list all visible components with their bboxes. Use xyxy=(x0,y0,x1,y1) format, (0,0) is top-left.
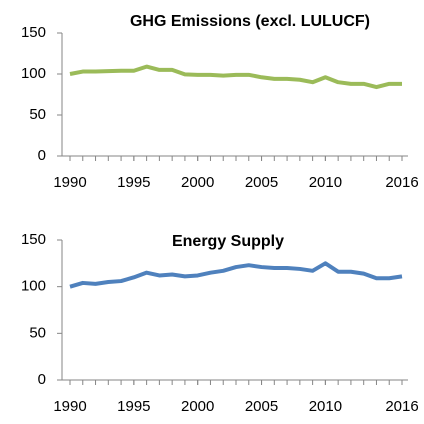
x-tick-label: 2000 xyxy=(181,398,214,415)
y-tick-label: 0 xyxy=(38,371,46,388)
y-tick-label: 50 xyxy=(29,106,46,123)
y-tick-label: 100 xyxy=(21,65,46,82)
x-tick-label: 2005 xyxy=(245,174,278,191)
chart-title: Energy Supply xyxy=(172,233,284,250)
chart-title: GHG Emissions (excl. LULUCF) xyxy=(130,13,370,30)
x-tick-label: 2005 xyxy=(245,398,278,415)
x-tick-label: 1990 xyxy=(53,398,86,415)
x-tick-label: 2010 xyxy=(309,174,342,191)
x-tick-label: 1995 xyxy=(117,398,150,415)
x-tick-label: 2010 xyxy=(309,398,342,415)
x-tick-label: 1990 xyxy=(53,174,86,191)
series-line xyxy=(69,64,402,90)
y-tick-label: 0 xyxy=(38,147,46,164)
x-tick-label: 2000 xyxy=(181,174,214,191)
y-tick-label: 50 xyxy=(29,324,46,341)
x-tick-label: 1995 xyxy=(117,174,150,191)
y-tick-label: 100 xyxy=(21,278,46,295)
y-tick-label: 150 xyxy=(21,24,46,41)
series-line xyxy=(69,261,403,289)
x-tick-label: 2016 xyxy=(385,174,418,191)
y-tick-label: 150 xyxy=(21,231,46,248)
x-tick-label: 2016 xyxy=(385,398,418,415)
